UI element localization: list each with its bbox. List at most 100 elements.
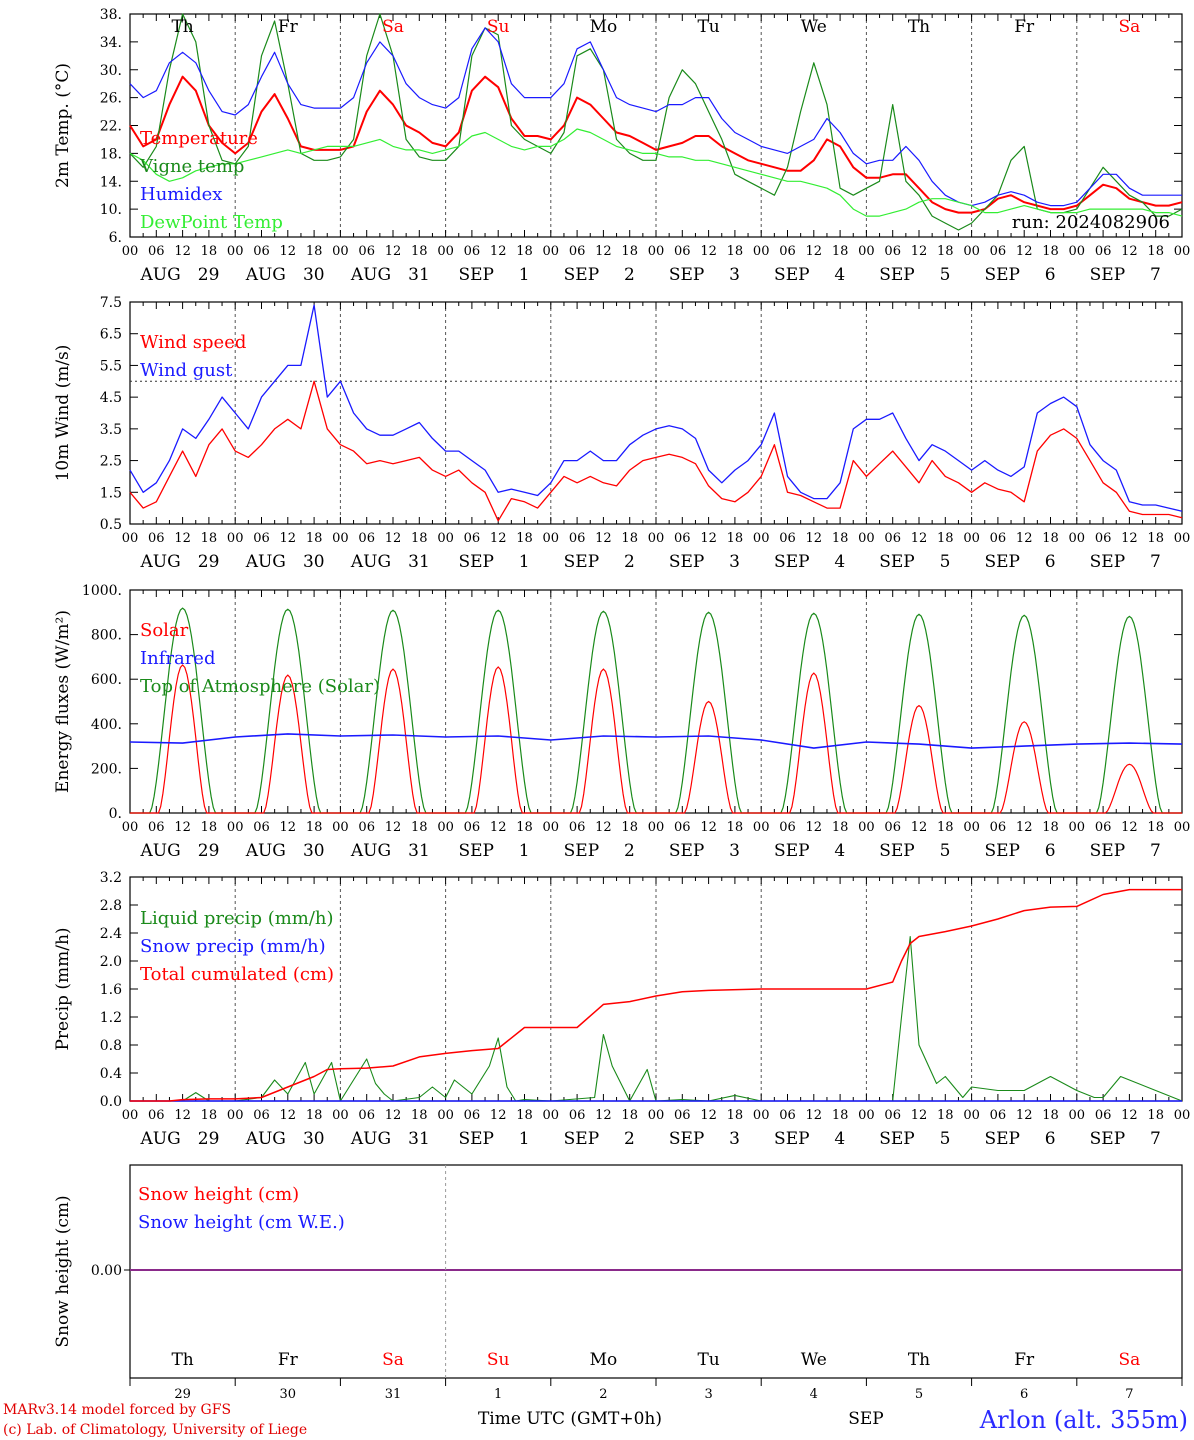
x-hour-label: 06 xyxy=(884,1108,901,1123)
date-day-label: 5 xyxy=(940,265,951,285)
x-hour-label: 00 xyxy=(1069,1108,1086,1123)
x-hour-label: 00 xyxy=(122,1108,139,1123)
date-day-label: 30 xyxy=(303,1129,325,1149)
x-hour-label: 18 xyxy=(306,531,323,546)
weekday-label: Mo xyxy=(590,1350,618,1370)
x-hour-label: 00 xyxy=(1174,820,1191,835)
weekday-label: Th xyxy=(908,1350,930,1370)
x-hour-label: 18 xyxy=(727,531,744,546)
y-tick-label: 4.5 xyxy=(100,390,122,406)
x-hour-label: 00 xyxy=(858,244,875,259)
weekday-label: Th xyxy=(171,1350,193,1370)
x-hour-label: 06 xyxy=(253,1108,270,1123)
weekday-label: We xyxy=(801,1350,827,1370)
y-tick-label: 0.8 xyxy=(100,1038,122,1054)
date-month-label: SEP xyxy=(1090,841,1126,861)
bottom-day-label: 2 xyxy=(599,1387,607,1402)
x-hour-label: 00 xyxy=(963,531,980,546)
series-line xyxy=(129,380,1183,522)
x-hour-label: 18 xyxy=(832,820,849,835)
x-hour-label: 06 xyxy=(884,820,901,835)
y-tick-label: 6. xyxy=(109,230,122,246)
x-hour-label: 18 xyxy=(1042,820,1059,835)
date-month-label: AUG xyxy=(140,1129,181,1149)
legend-label: Vigne temp xyxy=(139,156,244,177)
date-day-label: 4 xyxy=(834,265,845,285)
x-hour-label: 00 xyxy=(753,820,770,835)
date-month-label: SEP xyxy=(984,552,1020,572)
y-tick-label: 18. xyxy=(100,146,122,162)
x-hour-label: 18 xyxy=(937,1108,954,1123)
date-day-label: 3 xyxy=(729,841,740,861)
x-hour-label: 06 xyxy=(569,820,586,835)
legend-label: DewPoint Temp xyxy=(140,212,283,233)
x-hour-label: 18 xyxy=(937,531,954,546)
x-hour-label: 00 xyxy=(332,820,349,835)
date-day-label: 30 xyxy=(303,552,325,572)
weekday-label: Fr xyxy=(1014,17,1035,37)
x-hour-label: 18 xyxy=(201,820,218,835)
date-month-label: SEP xyxy=(879,265,915,285)
x-hour-label: 12 xyxy=(490,820,507,835)
y-tick-label: 3.2 xyxy=(100,870,122,886)
date-month-label: AUG xyxy=(350,552,391,572)
x-hour-label: 12 xyxy=(1121,531,1138,546)
date-day-label: 7 xyxy=(1150,841,1161,861)
date-month-label: SEP xyxy=(458,841,494,861)
x-hour-label: 00 xyxy=(543,820,560,835)
x-hour-label: 06 xyxy=(779,820,796,835)
x-hour-label: 12 xyxy=(806,531,823,546)
y-axis-title: Precip (mm/h) xyxy=(53,927,73,1050)
x-hour-label: 12 xyxy=(1016,820,1033,835)
model-credit: MARv3.14 model forced by GFS xyxy=(3,1402,231,1418)
date-month-label: AUG xyxy=(350,841,391,861)
legend-label: Humidex xyxy=(140,184,222,205)
y-tick-label: 26. xyxy=(100,91,122,107)
y-tick-label: 0.00 xyxy=(91,1263,122,1279)
x-hour-label: 06 xyxy=(779,244,796,259)
weekday-label: Tu xyxy=(697,17,719,37)
x-hour-label: 18 xyxy=(621,820,638,835)
x-hour-label: 12 xyxy=(490,244,507,259)
x-hour-label: 06 xyxy=(779,531,796,546)
date-day-label: 2 xyxy=(624,265,635,285)
date-day-label: 4 xyxy=(834,552,845,572)
x-hour-label: 18 xyxy=(516,244,533,259)
y-tick-label: 7.5 xyxy=(100,295,122,311)
series-line xyxy=(129,304,1183,512)
series-line xyxy=(129,128,1183,217)
weekday-label: Su xyxy=(487,1350,510,1370)
x-hour-label: 06 xyxy=(253,244,270,259)
date-month-label: AUG xyxy=(350,265,391,285)
date-day-label: 4 xyxy=(834,841,845,861)
x-hour-label: 00 xyxy=(858,1108,875,1123)
x-hour-label: 06 xyxy=(884,531,901,546)
x-hour-label: 12 xyxy=(700,531,717,546)
date-day-label: 5 xyxy=(940,1129,951,1149)
x-hour-label: 06 xyxy=(990,820,1007,835)
date-day-label: 29 xyxy=(198,841,220,861)
weekday-label: Fr xyxy=(278,1350,299,1370)
x-hour-label: 00 xyxy=(648,820,665,835)
x-hour-label: 12 xyxy=(280,820,297,835)
weekday-label: Tu xyxy=(697,1350,719,1370)
x-hour-label: 12 xyxy=(385,820,402,835)
x-hour-label: 18 xyxy=(1147,820,1164,835)
date-day-label: 2 xyxy=(624,841,635,861)
x-hour-label: 06 xyxy=(990,531,1007,546)
x-hour-label: 00 xyxy=(437,244,454,259)
x-hour-label: 00 xyxy=(753,531,770,546)
date-day-label: 2 xyxy=(624,552,635,572)
x-hour-label: 00 xyxy=(753,244,770,259)
date-day-label: 29 xyxy=(198,552,220,572)
x-hour-label: 00 xyxy=(437,1108,454,1123)
x-hour-label: 06 xyxy=(674,1108,691,1123)
date-month-label: SEP xyxy=(984,841,1020,861)
date-day-label: 4 xyxy=(834,1129,845,1149)
series-line xyxy=(129,733,1183,749)
x-hour-label: 18 xyxy=(832,1108,849,1123)
y-tick-label: 5.5 xyxy=(100,358,122,374)
date-day-label: 29 xyxy=(198,265,220,285)
bottom-day-label: 1 xyxy=(494,1387,502,1402)
x-hour-label: 12 xyxy=(174,531,191,546)
